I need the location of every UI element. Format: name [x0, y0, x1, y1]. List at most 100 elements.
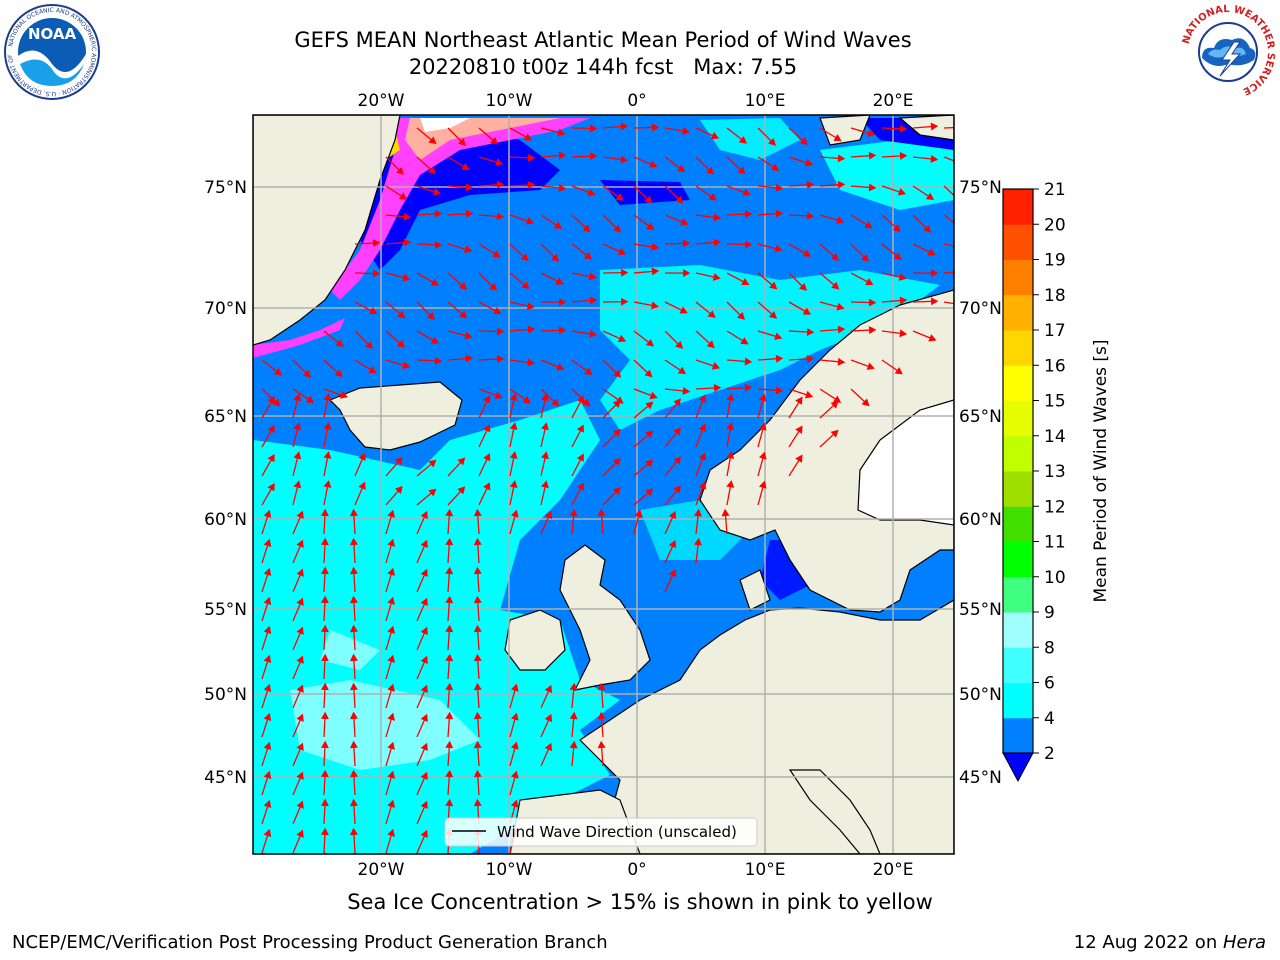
- colorbar-label: Mean Period of Wind Waves [s]: [1091, 339, 1111, 602]
- wave-direction-arrowhead: [613, 369, 622, 378]
- wave-direction-arrowhead: [494, 391, 503, 400]
- longitude-labels-bottom: 20°W 10°W 0° 10°E 20°E: [358, 860, 914, 880]
- wave-direction-arrowhead: [675, 195, 684, 204]
- wave-direction-arrowhead: [496, 355, 505, 364]
- wave-direction-arrowhead: [296, 626, 304, 635]
- wave-direction-arrowhead: [742, 188, 751, 197]
- wave-direction-arrowhead: [582, 224, 591, 233]
- wave-direction-arrowhead: [396, 339, 406, 348]
- colorbar-tick-label: 16: [1044, 356, 1066, 376]
- wave-direction-arrowhead: [712, 273, 721, 281]
- wave-direction-arrowhead: [649, 391, 658, 400]
- lon-label-top: 10°W: [486, 91, 533, 111]
- lon-label-top: 20°E: [873, 91, 914, 111]
- wave-direction-arrowhead: [358, 452, 366, 461]
- wave-direction-arrowhead: [758, 422, 767, 431]
- wave-direction-arrowhead: [296, 510, 304, 519]
- wave-direction-arrowhead: [837, 357, 846, 366]
- wave-direction-arrowhead: [445, 653, 454, 662]
- wave-direction-arrowhead: [621, 297, 629, 306]
- wave-direction-arrowhead: [296, 568, 304, 577]
- colorbar-segment: [1003, 471, 1033, 507]
- wave-direction-arrowhead: [673, 427, 681, 436]
- wave-direction-arrowhead: [428, 459, 437, 468]
- wave-direction-arrowhead: [428, 136, 437, 145]
- wave-direction-arrowhead: [402, 273, 411, 282]
- wave-direction-arrowhead: [398, 192, 408, 200]
- wave-direction-arrowhead: [615, 193, 624, 201]
- wave-direction-arrowhead: [804, 158, 814, 167]
- wave-direction-arrowhead: [679, 306, 688, 314]
- colorbar-tick-label: 14: [1044, 427, 1066, 447]
- wave-direction-arrowhead: [387, 828, 395, 837]
- wave-direction-arrowhead: [569, 740, 578, 749]
- wave-direction-arrowhead: [713, 238, 722, 247]
- wave-direction-arrowhead: [758, 393, 767, 402]
- wave-direction-arrowhead: [323, 393, 332, 401]
- wave-direction-arrowhead: [349, 769, 358, 778]
- wave-direction-arrowhead: [387, 683, 395, 692]
- wave-direction-arrowhead: [927, 248, 936, 256]
- wave-direction-arrowhead: [833, 134, 842, 142]
- wave-direction-arrowhead: [713, 383, 722, 392]
- wave-direction-arrowhead: [320, 711, 329, 720]
- period-6-8s-regions: [290, 630, 480, 770]
- wave-direction-arrowhead: [837, 180, 846, 189]
- wave-direction-arrowhead: [894, 367, 903, 375]
- wave-direction-arrowhead: [420, 597, 428, 607]
- wave-direction-arrowhead: [493, 307, 502, 315]
- wave-direction-arrowhead: [526, 302, 535, 310]
- colorbar-segment: [1003, 647, 1033, 683]
- wave-direction-arrowhead: [741, 278, 750, 285]
- wave-direction-arrowhead: [369, 307, 378, 315]
- wave-direction-arrow: [943, 243, 954, 247]
- sea-ice-note: Sea Ice Concentration > 15% is shown in …: [347, 890, 933, 914]
- wave-direction-arrowhead: [387, 654, 395, 663]
- colorbar-tick-label: 20: [1044, 215, 1066, 235]
- wave-direction-arrowhead: [434, 240, 443, 249]
- wave-direction-arrowhead: [584, 367, 593, 376]
- wave-direction-arrowhead: [387, 625, 395, 634]
- wave-direction-arrowhead: [612, 486, 621, 495]
- wave-direction-arrowhead: [420, 742, 428, 752]
- wave-direction-arrowhead: [576, 482, 584, 491]
- lon-label-bottom: 10°E: [745, 860, 786, 880]
- wave-direction-arrowhead: [293, 480, 302, 489]
- colorbar-tick-label: 11: [1044, 533, 1066, 553]
- wave-direction-arrowhead: [931, 269, 939, 278]
- map-legend: Wind Wave Direction (unscaled): [444, 817, 758, 847]
- wave-direction-arrowhead: [806, 327, 815, 336]
- wave-direction-arrowhead: [458, 281, 468, 290]
- wave-direction-arrowhead: [420, 655, 428, 665]
- wave-direction-arrowhead: [612, 399, 621, 408]
- chart-title: GEFS MEAN Northeast Atlantic Mean Period…: [294, 28, 912, 52]
- wave-direction-arrowhead: [673, 456, 681, 465]
- wave-direction-arrowhead: [296, 684, 304, 693]
- wave-direction-arrowhead: [899, 124, 908, 133]
- wave-direction-arrowhead: [403, 238, 412, 247]
- wave-direction-arrowhead: [263, 538, 272, 547]
- wave-direction-arrowhead: [745, 240, 753, 249]
- wave-direction-arrowhead: [707, 310, 716, 318]
- wave-direction-arrowhead: [296, 713, 304, 722]
- colorbar-tick-label: 8: [1044, 638, 1055, 658]
- wave-direction-arrowhead: [397, 310, 406, 319]
- wave-direction-arrowhead: [387, 509, 395, 518]
- wave-direction-arrowhead: [897, 188, 906, 196]
- wave-direction-arrowhead: [473, 566, 482, 575]
- wave-direction-arrowhead: [420, 568, 428, 578]
- wave-direction-arrowhead: [621, 268, 629, 277]
- noaa-text: NOAA: [28, 25, 77, 43]
- wave-direction-arrowhead: [541, 422, 549, 431]
- wave-direction-arrowhead: [576, 395, 584, 404]
- colorbar: 2 4 6 8 9 10 11 12 13 14 15 16 17 18 19 20 21 Mean Perio…: [1002, 180, 1111, 783]
- wave-direction-arrowhead: [645, 401, 654, 410]
- wave-direction-arrowhead: [358, 481, 366, 490]
- wave-direction-arrowhead: [698, 481, 707, 490]
- wave-direction-arrowhead: [899, 329, 908, 338]
- wave-direction-arrowhead: [645, 338, 655, 347]
- wave-direction-arrowhead: [320, 798, 329, 807]
- wave-direction-arrowhead: [349, 653, 358, 662]
- wave-direction-arrowhead: [928, 334, 937, 342]
- wave-direction-arrowhead: [651, 301, 659, 310]
